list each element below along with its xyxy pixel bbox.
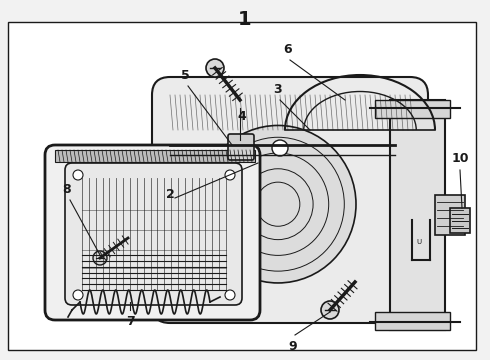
Circle shape <box>93 251 107 265</box>
Text: 1: 1 <box>238 10 252 29</box>
Text: 10: 10 <box>451 152 469 165</box>
Ellipse shape <box>200 125 356 283</box>
Text: 9: 9 <box>289 340 297 353</box>
FancyBboxPatch shape <box>228 134 254 160</box>
Bar <box>375 100 450 118</box>
Text: 7: 7 <box>125 315 134 328</box>
Text: 5: 5 <box>181 69 189 82</box>
Circle shape <box>272 140 288 156</box>
Bar <box>375 312 450 330</box>
FancyBboxPatch shape <box>65 163 242 305</box>
Circle shape <box>225 290 235 300</box>
Circle shape <box>225 170 235 180</box>
Text: 8: 8 <box>63 183 72 196</box>
FancyBboxPatch shape <box>152 77 428 323</box>
Circle shape <box>206 59 224 77</box>
Text: 4: 4 <box>238 110 246 123</box>
Text: 6: 6 <box>284 43 293 56</box>
Circle shape <box>321 301 339 319</box>
Bar <box>390 100 445 330</box>
Bar <box>435 195 465 235</box>
Text: 3: 3 <box>274 83 282 96</box>
Text: 2: 2 <box>166 188 175 201</box>
Circle shape <box>73 170 83 180</box>
Bar <box>450 208 470 233</box>
FancyBboxPatch shape <box>45 145 260 320</box>
Text: U: U <box>416 239 421 245</box>
Circle shape <box>73 290 83 300</box>
Bar <box>55 150 255 162</box>
